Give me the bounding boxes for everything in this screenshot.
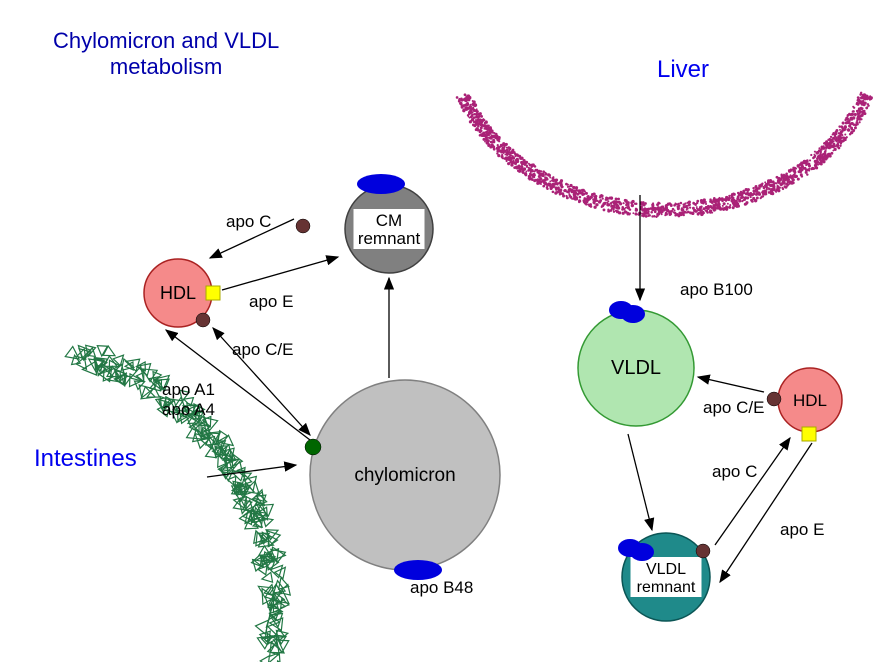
marker-apoE_cm [357, 174, 405, 194]
marker-brown_hdl2a [767, 392, 781, 406]
node-label: VLDL [646, 561, 686, 578]
node-label: remnant [637, 579, 696, 596]
marker-green_chylo [305, 439, 321, 455]
edge-label: apo E [249, 292, 293, 312]
metabolism-diagram: HDLCMremnantchylomicronVLDLHDLVLDLremnan… [0, 0, 891, 662]
node-label: CM [376, 211, 402, 230]
node-label: HDL [793, 391, 827, 410]
edge-label: apo B100 [680, 280, 753, 300]
edge-label: apo E [780, 520, 824, 540]
marker-brown_hdl1a [296, 219, 310, 233]
marker-brown_hdl1b [196, 313, 210, 327]
intestines-label: Intestines [34, 445, 137, 473]
node-label: remnant [358, 229, 421, 248]
marker-brown_vldlr [696, 544, 710, 558]
edge-label: apo C/E [703, 398, 764, 418]
edge-label: apo C [712, 462, 757, 482]
node-label: chylomicron [354, 465, 455, 486]
apo-b48-label: apo B48 [410, 578, 473, 598]
diagram-title: Chylomicron and VLDL metabolism [53, 28, 279, 81]
node-label: VLDL [611, 357, 661, 379]
edge-label: apo C/E [232, 340, 293, 360]
marker-yellow_hdl2 [802, 427, 816, 441]
liver-label: Liver [657, 56, 709, 84]
edge-label: apo A1apo A4 [162, 380, 215, 421]
node-label: HDL [160, 283, 196, 303]
marker-yellow_hdl1 [206, 286, 220, 300]
edge-label: apo C [226, 212, 271, 232]
marker-apoB48 [394, 560, 442, 580]
